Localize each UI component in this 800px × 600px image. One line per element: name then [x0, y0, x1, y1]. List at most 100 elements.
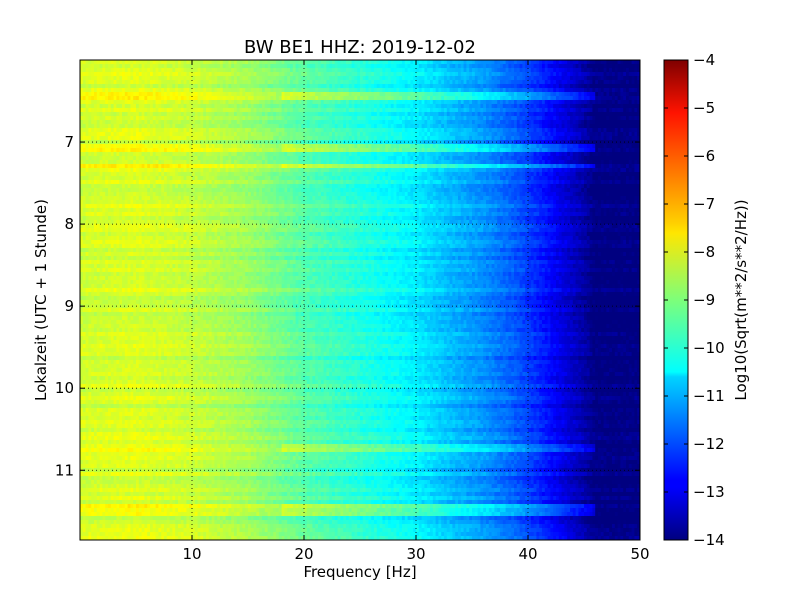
heatmap-cell — [377, 76, 380, 80]
heatmap-cell — [167, 116, 170, 120]
heatmap-cell — [209, 108, 212, 112]
heatmap-cell — [612, 152, 615, 156]
heatmap-cell — [119, 68, 122, 72]
heatmap-cell — [262, 116, 265, 120]
heatmap-cell — [231, 60, 234, 64]
heatmap-cell — [503, 124, 506, 128]
heatmap-cell — [492, 60, 495, 64]
heatmap-cell — [259, 64, 262, 68]
heatmap-cell — [433, 120, 436, 124]
heatmap-cell — [184, 100, 187, 104]
heatmap-cell — [444, 80, 447, 84]
heatmap-cell — [629, 144, 632, 148]
heatmap-cell — [466, 156, 469, 160]
heatmap-cell — [158, 104, 161, 108]
heatmap-cell — [161, 116, 164, 120]
heatmap-cell — [256, 104, 259, 108]
heatmap-cell — [455, 84, 458, 88]
heatmap-cell — [97, 104, 100, 108]
heatmap-cell — [318, 144, 321, 148]
heatmap-cell — [220, 72, 223, 76]
heatmap-cell — [410, 152, 413, 156]
heatmap-cell — [478, 124, 481, 128]
heatmap-cell — [584, 128, 587, 132]
heatmap-cell — [220, 112, 223, 116]
heatmap-cell — [548, 128, 551, 132]
heatmap-cell — [573, 112, 576, 116]
heatmap-cell — [237, 112, 240, 116]
heatmap-cell — [590, 156, 593, 160]
heatmap-cell — [265, 144, 268, 148]
heatmap-cell — [312, 116, 315, 120]
heatmap-cell — [573, 120, 576, 124]
heatmap-cell — [371, 136, 374, 140]
heatmap-cell — [366, 144, 369, 148]
heatmap-cell — [175, 72, 178, 76]
heatmap-cell — [478, 60, 481, 64]
heatmap-cell — [522, 144, 525, 148]
heatmap-cell — [223, 116, 226, 120]
heatmap-cell — [206, 108, 209, 112]
heatmap-cell — [290, 132, 293, 136]
heatmap-cell — [500, 92, 503, 96]
heatmap-cell — [237, 76, 240, 80]
heatmap-cell — [534, 128, 537, 132]
heatmap-cell — [209, 156, 212, 160]
heatmap-cell — [86, 72, 89, 76]
heatmap-cell — [497, 136, 500, 140]
heatmap-cell — [100, 112, 103, 116]
heatmap-cell — [315, 72, 318, 76]
heatmap-cell — [472, 148, 475, 152]
heatmap-cell — [374, 148, 377, 152]
heatmap-cell — [517, 152, 520, 156]
heatmap-cell — [396, 64, 399, 68]
heatmap-cell — [422, 156, 425, 160]
heatmap-cell — [620, 152, 623, 156]
heatmap-cell — [550, 68, 553, 72]
heatmap-cell — [399, 76, 402, 80]
heatmap-cell — [340, 88, 343, 92]
heatmap-cell — [223, 124, 226, 128]
heatmap-cell — [377, 156, 380, 160]
heatmap-cell — [391, 60, 394, 64]
heatmap-cell — [128, 128, 131, 132]
heatmap-cell — [584, 72, 587, 76]
heatmap-cell — [343, 88, 346, 92]
heatmap-cell — [584, 144, 587, 148]
heatmap-cell — [256, 112, 259, 116]
heatmap-cell — [480, 92, 483, 96]
heatmap-cell — [125, 96, 128, 100]
heatmap-cell — [315, 112, 318, 116]
heatmap-cell — [251, 72, 254, 76]
heatmap-cell — [310, 64, 313, 68]
heatmap-cell — [139, 72, 142, 76]
heatmap-cell — [584, 152, 587, 156]
heatmap-cell — [178, 136, 181, 140]
heatmap-cell — [427, 120, 430, 124]
heatmap-cell — [536, 132, 539, 136]
heatmap-cell — [228, 116, 231, 120]
heatmap-cell — [511, 64, 514, 68]
heatmap-cell — [374, 60, 377, 64]
heatmap-cell — [100, 132, 103, 136]
heatmap-cell — [500, 124, 503, 128]
heatmap-cell — [88, 152, 91, 156]
heatmap-cell — [497, 156, 500, 160]
heatmap-cell — [388, 152, 391, 156]
heatmap-cell — [237, 72, 240, 76]
heatmap-cell — [581, 116, 584, 120]
heatmap-cell — [167, 112, 170, 116]
heatmap-cell — [405, 64, 408, 68]
heatmap-cell — [632, 68, 635, 72]
heatmap-cell — [130, 116, 133, 120]
heatmap-cell — [251, 116, 254, 120]
heatmap-cell — [405, 68, 408, 72]
heatmap-cell — [335, 104, 338, 108]
heatmap-cell — [161, 84, 164, 88]
heatmap-cell — [321, 136, 324, 140]
heatmap-cell — [251, 60, 254, 64]
heatmap-cell — [562, 84, 565, 88]
heatmap-cell — [483, 104, 486, 108]
heatmap-cell — [553, 144, 556, 148]
heatmap-cell — [548, 76, 551, 80]
